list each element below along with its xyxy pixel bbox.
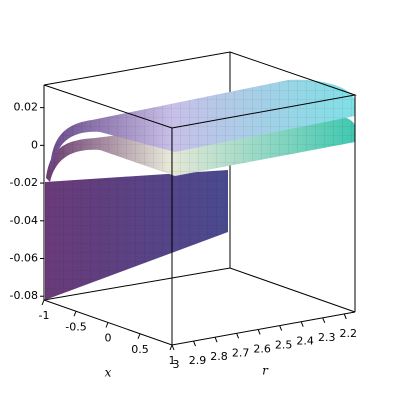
x-tick — [169, 344, 173, 351]
r-tick-label: 2.8 — [210, 350, 228, 363]
r-axis-label: r — [262, 364, 269, 378]
r-tick — [279, 325, 283, 331]
r-tick — [236, 333, 240, 339]
r-tick — [193, 340, 196, 347]
r-tick — [214, 337, 218, 343]
r-tick — [257, 329, 261, 335]
z-tick-label: -0.06 — [10, 252, 38, 265]
r-tick — [300, 321, 304, 327]
r-tick-label: 2.9 — [189, 354, 207, 367]
x-tick — [105, 322, 109, 328]
z-tick-label: -0.08 — [10, 289, 38, 302]
x-tick-label: -1 — [39, 309, 50, 322]
z-tick-label: -0.04 — [10, 214, 38, 227]
surfaces — [45, 79, 355, 300]
r-tick — [171, 344, 175, 351]
r-tick-label: 2.7 — [232, 346, 250, 359]
r-tick — [343, 313, 347, 320]
r-tick-label: 2.4 — [296, 335, 314, 348]
r-tick-label: 2.2 — [339, 327, 357, 340]
r-tick-label: 2.6 — [253, 342, 271, 355]
x-tick-label: 0.5 — [131, 343, 149, 356]
r-tick-label: 2.5 — [275, 339, 293, 352]
r-tick — [322, 317, 326, 324]
x-tick-label: -0.5 — [65, 320, 86, 333]
z-tick-label: -0.02 — [10, 176, 38, 189]
z-tick-label: 0.02 — [14, 101, 39, 114]
x-tick-label: 0 — [105, 332, 112, 345]
x-tick-label: 1 — [169, 354, 176, 367]
x-tick — [137, 333, 141, 339]
x-axis-label: x — [105, 366, 112, 380]
x-tick — [73, 311, 77, 317]
r-tick-label: 3 — [173, 358, 180, 371]
r-tick-label: 2.3 — [318, 331, 336, 344]
x-tick — [41, 299, 45, 306]
z-tick-label: 0 — [31, 138, 38, 151]
